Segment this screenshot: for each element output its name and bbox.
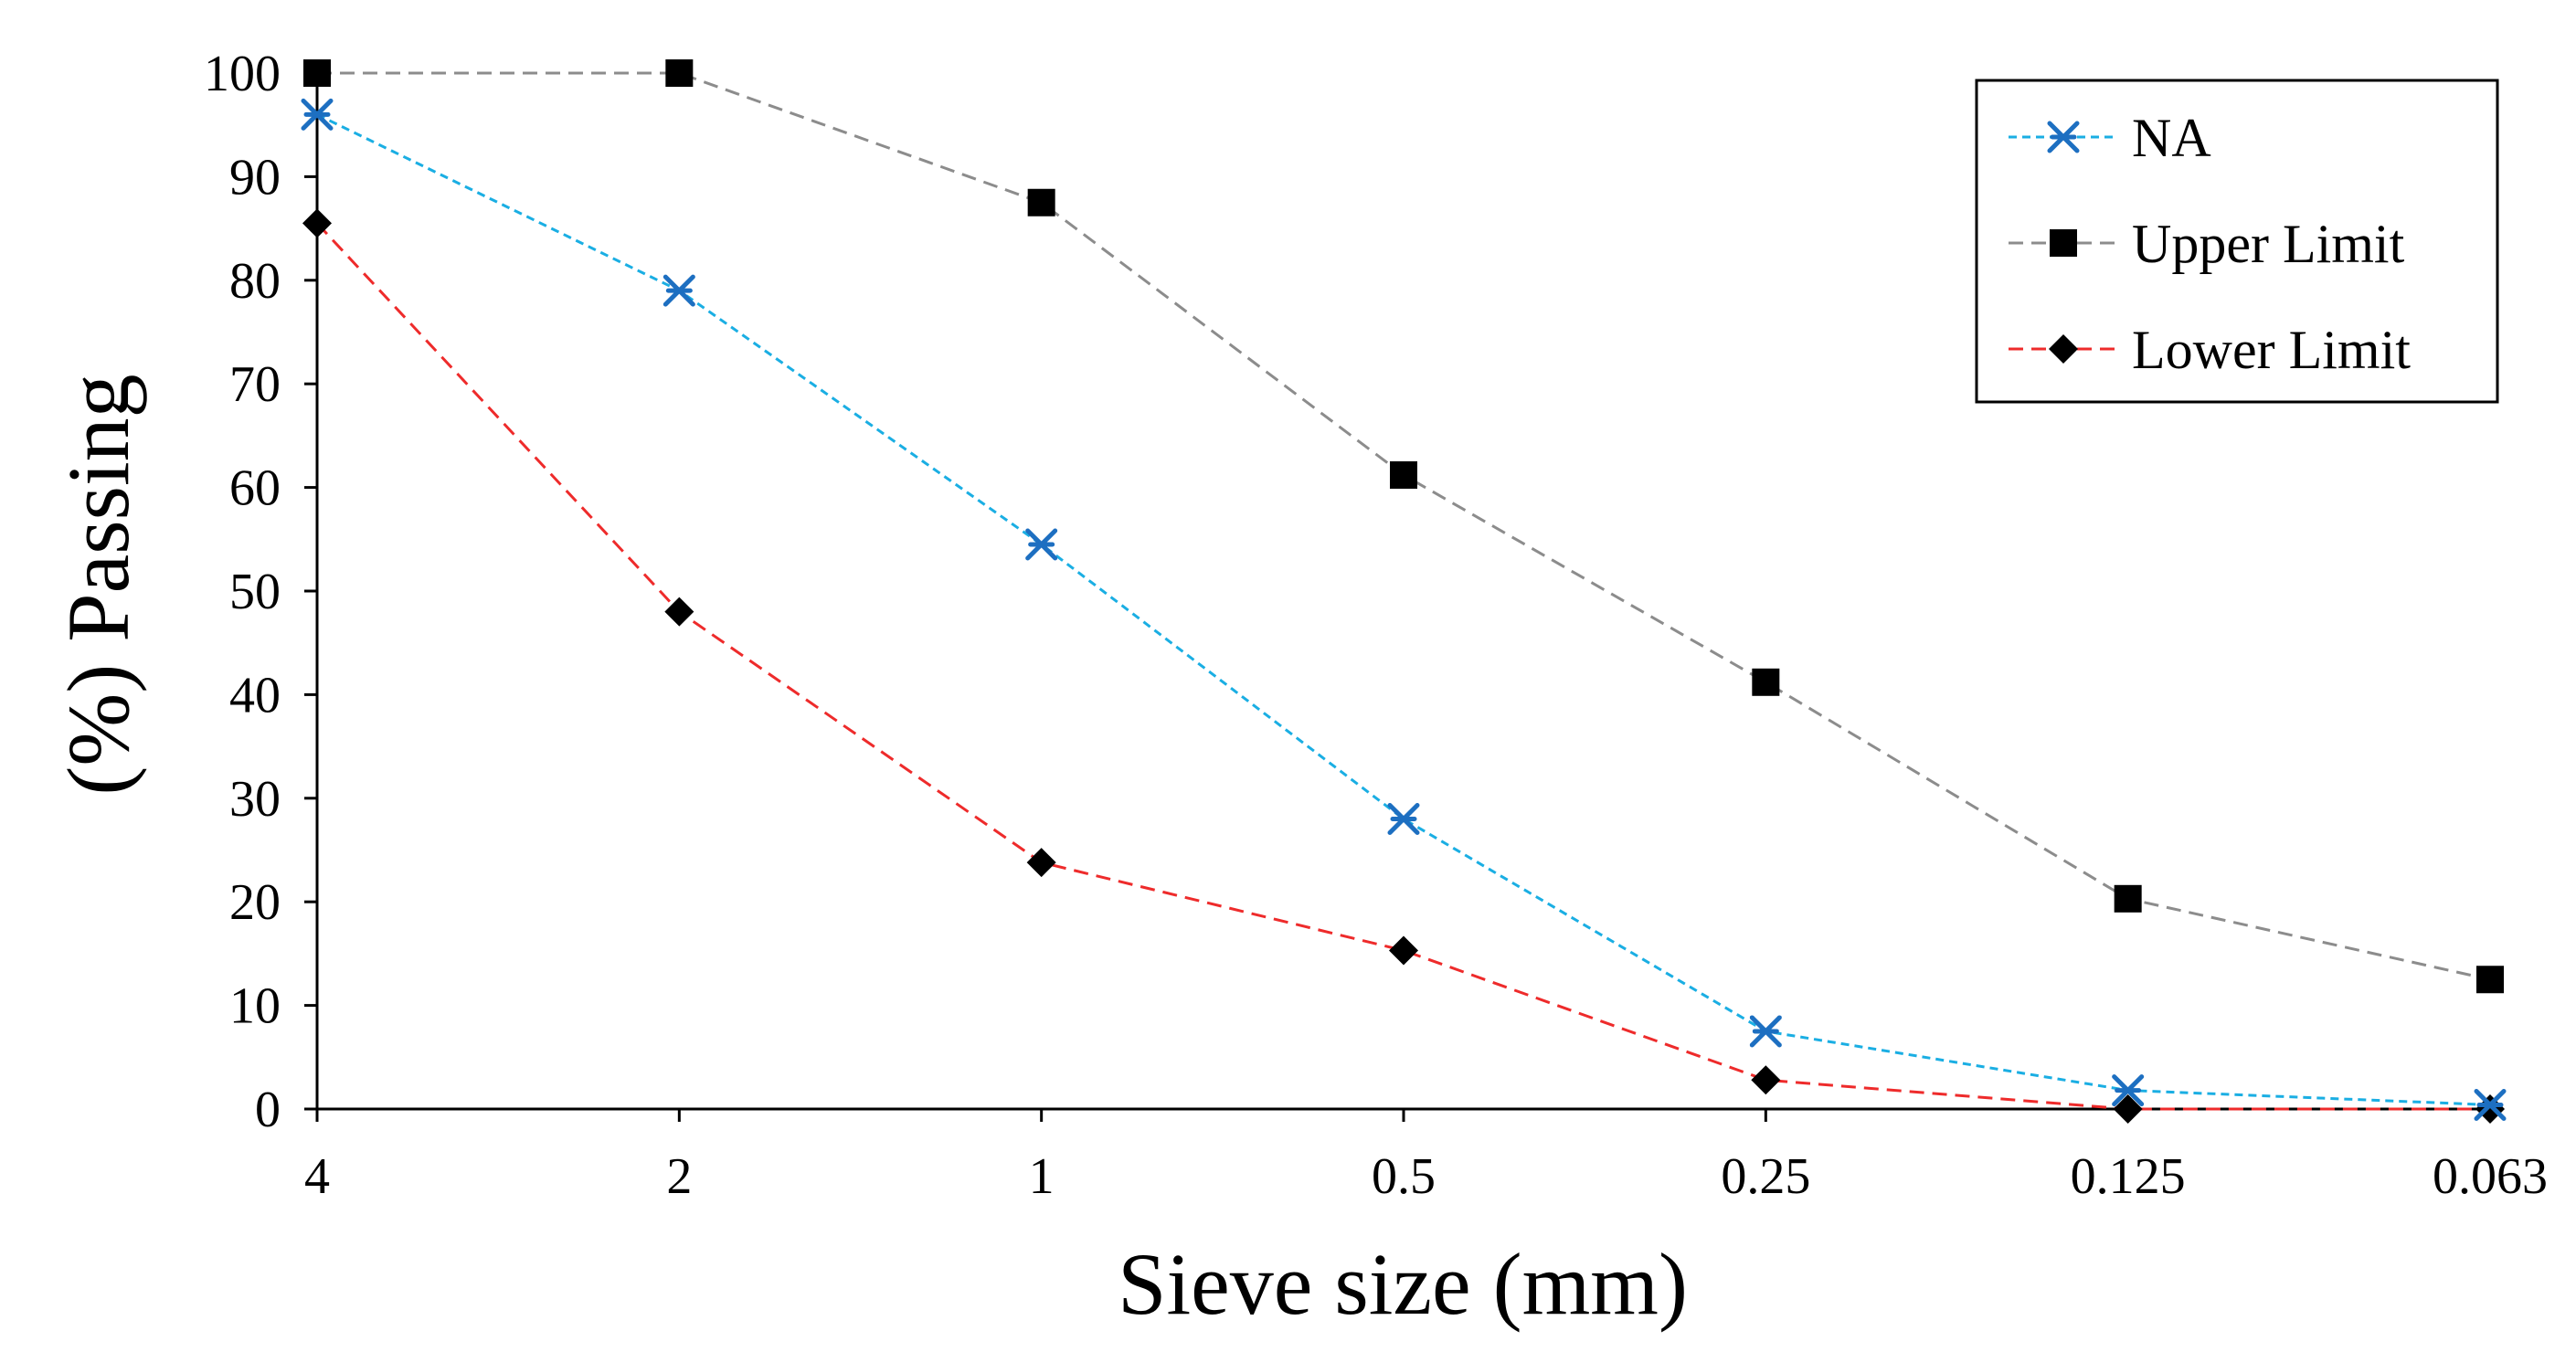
x-tick-label-2: 2 <box>666 1148 692 1205</box>
point-na-0.25 <box>1749 1015 1782 1048</box>
axes-layer: 0 10 20 30 40 50 60 70 80 90 100 4 2 1 0.5 0.25 0.125 0.0… <box>204 46 2548 1205</box>
y-tick-label-80: 80 <box>229 253 281 310</box>
point-upper-limit-2 <box>665 59 694 87</box>
point-upper-limit-0.25 <box>1752 668 1780 696</box>
legend-label-upper-limit: Upper Limit <box>2132 214 2405 274</box>
x-tick-label-0.25: 0.25 <box>1721 1148 1810 1205</box>
point-upper-limit-4 <box>303 59 331 87</box>
point-lower-limit-1 <box>1026 848 1056 878</box>
point-lower-limit-0.25 <box>1751 1065 1781 1095</box>
y-tick-label-40: 40 <box>229 667 281 724</box>
y-tick-label-90: 90 <box>229 149 281 206</box>
legend-label-lower-limit: Lower Limit <box>2132 320 2411 380</box>
x-tick-label-1: 1 <box>1029 1148 1055 1205</box>
point-upper-limit-1 <box>1027 188 1055 217</box>
point-na-4 <box>301 98 334 131</box>
legend-marker-na <box>2047 121 2080 153</box>
point-na-2 <box>663 274 695 307</box>
legend-label-na: NA <box>2132 108 2211 168</box>
point-lower-limit-0.5 <box>1389 935 1418 966</box>
y-tick-label-100: 100 <box>204 46 281 102</box>
y-tick-label-10: 10 <box>229 978 281 1035</box>
series-na <box>301 98 2507 1121</box>
point-na-0.5 <box>1387 802 1420 835</box>
x-axis-title: Sieve size (mm) <box>1118 1235 1688 1333</box>
legend-entry-upper-limit: Upper Limit <box>2009 214 2405 274</box>
x-tick-label-0.125: 0.125 <box>2071 1148 2186 1205</box>
legend-marker-upper-limit <box>2050 229 2077 257</box>
point-lower-limit-0.063 <box>2475 1094 2505 1124</box>
point-upper-limit-0.5 <box>1390 460 1417 489</box>
point-lower-limit-2 <box>664 597 694 627</box>
y-tick-label-60: 60 <box>229 460 281 517</box>
x-tick-label-0.063: 0.063 <box>2433 1148 2548 1205</box>
x-tick-label-0.5: 0.5 <box>1372 1148 1436 1205</box>
series-lower-limit <box>302 208 2505 1124</box>
legend: NA Upper Limit Lower Limit <box>1975 79 2499 404</box>
y-tick-label-50: 50 <box>229 564 281 620</box>
legend-entry-na: NA <box>2009 108 2211 168</box>
point-upper-limit-0.063 <box>2476 966 2504 994</box>
series-upper-limit <box>303 59 2504 994</box>
point-lower-limit-0.125 <box>2113 1094 2143 1124</box>
point-na-0.125 <box>2112 1074 2145 1107</box>
point-upper-limit-0.125 <box>2114 884 2142 913</box>
y-axis-title: (%) Passing <box>49 374 147 795</box>
legend-entry-lower-limit: Lower Limit <box>2009 320 2411 380</box>
y-tick-label-70: 70 <box>229 356 281 413</box>
point-lower-limit-4 <box>302 208 332 238</box>
x-tick-label-4: 4 <box>304 1148 330 1205</box>
y-tick-label-20: 20 <box>229 874 281 931</box>
legend-marker-lower-limit <box>2049 334 2078 364</box>
series-layer <box>301 59 2507 1124</box>
y-tick-label-30: 30 <box>229 771 281 828</box>
y-tick-label-0: 0 <box>255 1082 281 1138</box>
point-na-1 <box>1025 528 1058 561</box>
point-na-0.063 <box>2474 1088 2507 1121</box>
